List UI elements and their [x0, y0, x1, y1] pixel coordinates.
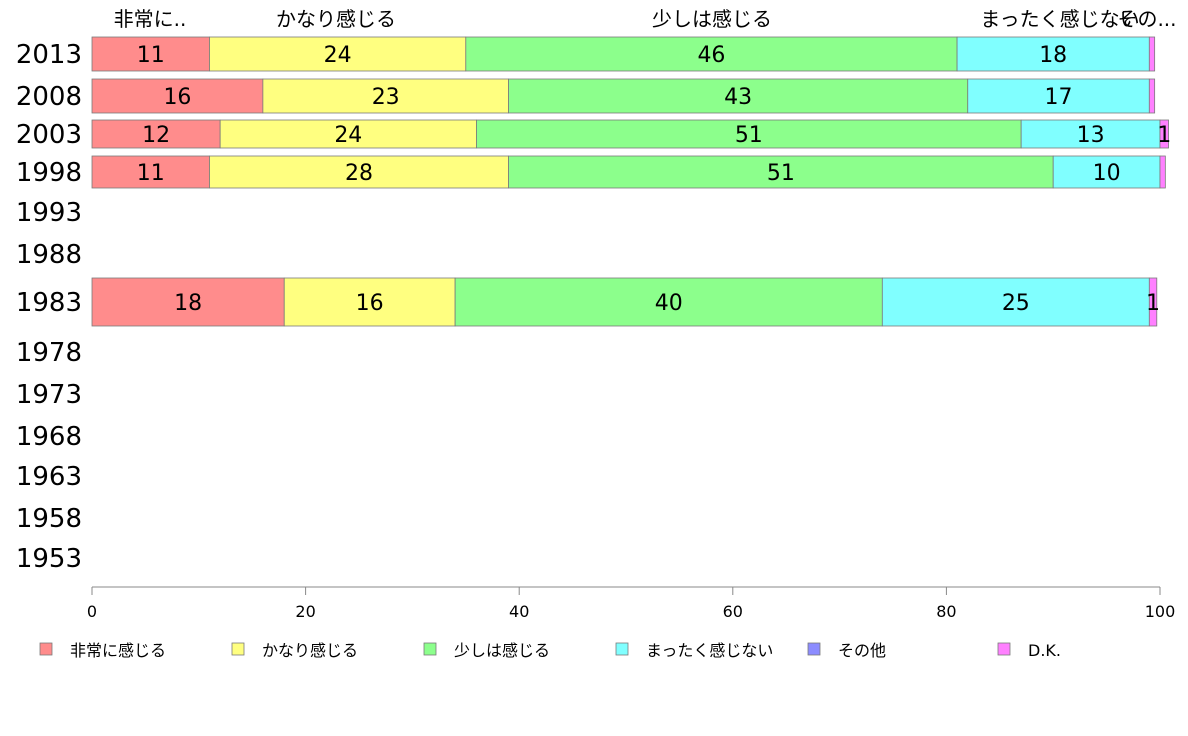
x-tick-label: 80: [936, 602, 956, 621]
top-column-label: 少しは感じる: [652, 7, 772, 31]
y-tick-label: 2008: [16, 82, 82, 112]
top-column-label: まったく感じない: [980, 7, 1139, 31]
bar-segment: [91, 119, 221, 149]
x-tick-label: 0: [87, 602, 97, 621]
data-label: 12: [142, 123, 170, 148]
top-column-labels: 非常に.. かなり感じる 少しは感じる まったく感じないその...: [114, 7, 1177, 31]
y-tick-label: 1958: [16, 504, 82, 534]
x-axis: 0 20 40 60 80 100: [87, 586, 1176, 621]
bar-segment: [508, 78, 969, 114]
top-column-label: かなり感じる: [276, 7, 396, 31]
legend-swatch: [807, 642, 821, 656]
x-tick-label: 100: [1145, 602, 1176, 621]
bar-segment: [454, 277, 883, 327]
x-tick-label: 40: [509, 602, 529, 621]
legend-swatch: [423, 642, 437, 656]
y-axis-labels: 2013 2008 2003 1998 1993 1988 1983 1978 1973 1968…: [16, 40, 82, 574]
data-label: 11: [137, 43, 165, 68]
bar-segment: [91, 155, 210, 189]
data-label: 51: [767, 161, 795, 186]
bar-segment: [1148, 277, 1158, 327]
bar-segment: [1148, 36, 1156, 72]
legend-label: D.K.: [1028, 641, 1061, 660]
legend-swatch: [39, 642, 53, 656]
y-tick-label: 1978: [16, 338, 82, 368]
bar-segment: [91, 78, 264, 114]
y-tick-label: 1973: [16, 380, 82, 410]
x-tick-label: 20: [295, 602, 315, 621]
data-label: 17: [1045, 85, 1073, 110]
bar-segment: [209, 155, 509, 189]
legend-label: その他: [838, 641, 886, 660]
data-label: 51: [735, 123, 763, 148]
bar-segment: [508, 155, 1054, 189]
bar-segment: [1159, 119, 1169, 149]
x-tick-label: 60: [723, 602, 743, 621]
legend-swatch: [997, 642, 1011, 656]
legend-label: かなり感じる: [262, 641, 358, 660]
bar-segment: [1148, 78, 1156, 114]
data-label: 16: [356, 291, 384, 316]
data-label: 1: [1157, 123, 1171, 148]
data-label: 11: [137, 161, 165, 186]
data-label: 43: [724, 85, 752, 110]
data-label: 25: [1002, 291, 1030, 316]
bar-segment: [209, 36, 467, 72]
y-tick-label: 1988: [16, 240, 82, 270]
y-tick-label: 2013: [16, 40, 82, 70]
bar-segment: [967, 78, 1150, 114]
data-label: 10: [1093, 161, 1121, 186]
legend-swatch: [231, 642, 245, 656]
data-label: 18: [174, 291, 202, 316]
data-label: 40: [655, 291, 683, 316]
bar-segment: [283, 277, 456, 327]
bar-segment: [1159, 155, 1166, 189]
data-label: 18: [1039, 43, 1067, 68]
bar-segment: [91, 36, 210, 72]
data-label: 13: [1077, 123, 1105, 148]
bar-segment: [219, 119, 477, 149]
y-tick-label: 2003: [16, 120, 82, 150]
legend: 非常に感じる かなり感じる 少しは感じる まったく感じない その他 D.K.: [39, 641, 1061, 660]
data-label: 1: [1146, 291, 1160, 316]
y-tick-label: 1998: [16, 158, 82, 188]
y-tick-label: 1993: [16, 198, 82, 228]
legend-label: 非常に感じる: [70, 641, 166, 660]
bar-segment: [1020, 119, 1161, 149]
y-tick-label: 1968: [16, 422, 82, 452]
top-column-label: その...: [1117, 7, 1176, 31]
y-tick-label: 1983: [16, 288, 82, 318]
data-label: 28: [345, 161, 373, 186]
data-label: 24: [324, 43, 352, 68]
top-column-label: 非常に..: [114, 7, 187, 31]
legend-label: まったく感じない: [646, 641, 773, 660]
data-label: 46: [697, 43, 725, 68]
bar-segment: [956, 36, 1150, 72]
legend-swatch: [615, 642, 629, 656]
data-label: 16: [163, 85, 191, 110]
data-label: 23: [372, 85, 400, 110]
bar-segment: [465, 36, 958, 72]
y-tick-label: 1953: [16, 544, 82, 574]
data-label: 24: [334, 123, 362, 148]
bar-segment: [262, 78, 509, 114]
legend-label: 少しは感じる: [454, 641, 550, 660]
y-tick-label: 1963: [16, 462, 82, 492]
